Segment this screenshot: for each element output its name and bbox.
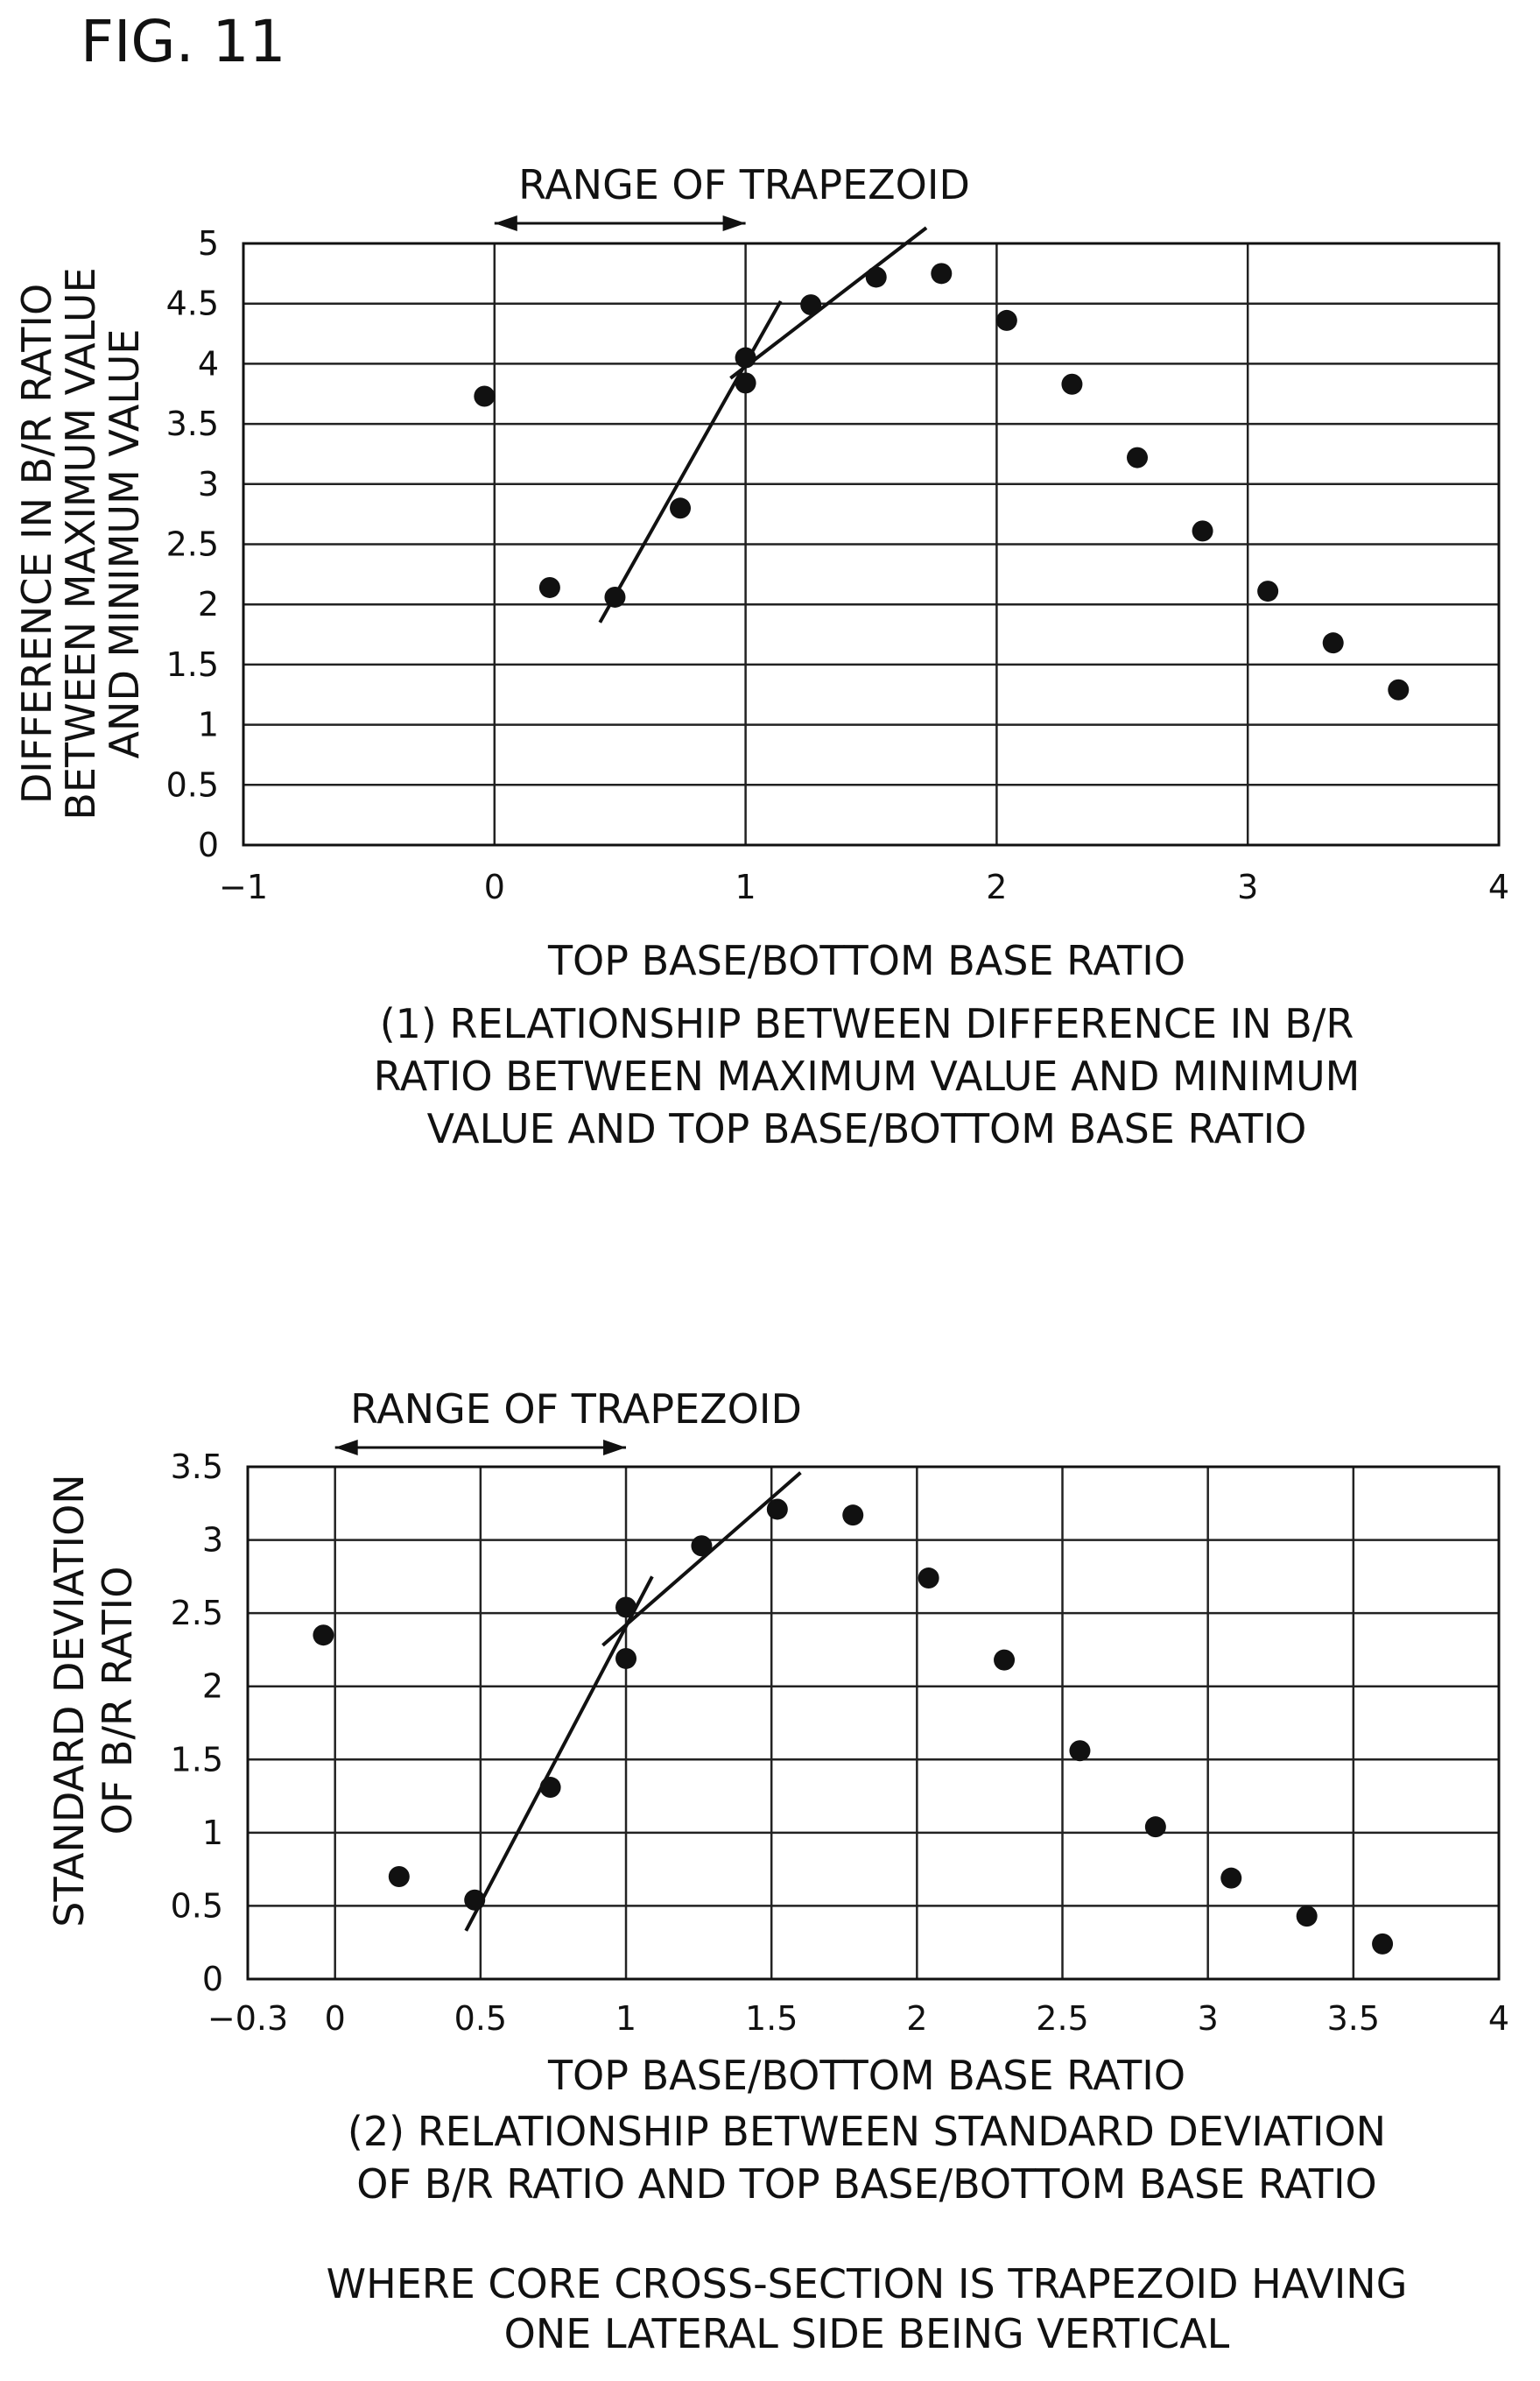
chart-2-x-tick-label: 2: [906, 1999, 927, 2038]
chart-2-y-tick-label: 3.5: [171, 1448, 223, 1486]
chart-1-range-annotation: RANGE OF TRAPEZOID: [518, 161, 970, 208]
chart-1-range-arrow-left-head: [494, 215, 517, 231]
chart-1-caption-line-2: RATIO BETWEEN MAXIMUM VALUE AND MINIMUM: [374, 1053, 1361, 1100]
chart-2-trend-line-1: [464, 1575, 654, 1932]
chart-2-x-axis-title: TOP BASE/BOTTOM BASE RATIO: [547, 2052, 1185, 2099]
chart-2-caption-line-1: (2) RELATIONSHIP BETWEEN STANDARD DEVIAT…: [348, 2108, 1386, 2155]
chart-2-y-tick-label: 3: [202, 1521, 223, 1560]
chart-2-x-tick-label: 3.5: [1327, 1999, 1380, 2038]
chart-1-range-arrow-right-head: [722, 215, 746, 231]
chart-1-data-point: [735, 347, 756, 369]
chart-1-x-tick-label: 2: [986, 868, 1007, 906]
chart-1-y-tick-label: 5: [198, 224, 219, 263]
chart-1-y-tick-label: 4: [198, 344, 219, 383]
footer-line-1: WHERE CORE CROSS-SECTION IS TRAPEZOID HA…: [327, 2260, 1408, 2307]
chart-1-data-point: [1322, 632, 1344, 654]
chart-2-range-annotation: RANGE OF TRAPEZOID: [350, 1385, 802, 1433]
chart-1-trend-line-1: [598, 299, 783, 623]
chart-1-data-point: [538, 576, 560, 598]
chart-2-standard-deviation: 00.511.522.533.5−0.3 0 0.5 1 1.5 2 2.5 3 3.5 4RAN…: [46, 1385, 1509, 2208]
chart-1-y-tick-label: 3: [198, 465, 219, 504]
chart-2-caption-line-2: OF B/R RATIO AND TOP BASE/BOTTOM BASE RA…: [356, 2160, 1376, 2208]
chart-2-y-tick-label: 2.5: [171, 1594, 223, 1632]
chart-2-data-point: [994, 1649, 1016, 1671]
chart-1-data-point: [800, 294, 822, 316]
chart-2-y-tick-label: 0.5: [171, 1886, 223, 1925]
chart-1-caption-line-1: (1) RELATIONSHIP BETWEEN DIFFERENCE IN B…: [380, 1000, 1354, 1047]
chart-1-data-point: [1192, 520, 1213, 542]
chart-2-x-tick-label: 1: [615, 1999, 636, 2038]
chart-2-y-tick-label: 1.5: [171, 1740, 223, 1779]
chart-2-data-point: [1144, 1816, 1166, 1838]
chart-2-range-arrow-left-head: [334, 1440, 358, 1455]
chart-1-y-tick-label: 2.5: [166, 525, 219, 564]
chart-2-range-arrow-right-head: [603, 1440, 627, 1455]
chart-1-y-tick-label: 0: [198, 826, 219, 864]
chart-1-x-axis-title: TOP BASE/BOTTOM BASE RATIO: [547, 937, 1185, 984]
chart-2-plot-frame: [246, 1465, 1501, 1981]
chart-2-y-axis-title-line-2: OF B/R RATIO: [94, 1567, 141, 1835]
chart-1-data-point: [1127, 447, 1149, 468]
chart-1-x-tick-label: −1: [219, 868, 268, 906]
chart-2-data-point: [691, 1535, 713, 1557]
chart-1-y-tick-label: 4.5: [166, 285, 219, 323]
chart-1-x-tick-label: 0: [484, 868, 505, 906]
chart-1-y-tick-label: 1.5: [166, 645, 219, 684]
chart-2-trend-line-2: [601, 1471, 802, 1647]
chart-2-data-point: [842, 1504, 864, 1526]
chart-2-data-point: [615, 1596, 637, 1618]
chart-2-data-point: [1296, 1906, 1318, 1927]
chart-1-data-point: [670, 497, 692, 519]
chart-2-y-tick-label: 1: [202, 1814, 223, 1852]
chart-1-x-tick-label: 1: [735, 868, 756, 906]
chart-2-data-point: [1372, 1933, 1394, 1955]
figure-label: FIG. 11: [81, 8, 286, 75]
chart-2-data-point: [1069, 1740, 1091, 1762]
chart-1-data-point: [1257, 581, 1279, 602]
footer-line-2: ONE LATERAL SIDE BEING VERTICAL: [504, 2310, 1230, 2357]
chart-1-y-tick-label: 1: [198, 706, 219, 744]
chart-2-data-point: [539, 1777, 561, 1799]
chart-1-y-axis-title-line-3: AND MINIMUM VALUE: [101, 329, 148, 759]
chart-1-data-point: [474, 385, 496, 407]
chart-1-y-tick-label: 2: [198, 585, 219, 623]
chart-1-trend-line-2: [729, 226, 928, 380]
chart-2-x-tick-label: −0.3: [207, 1999, 288, 2038]
chart-1-x-tick-label: 3: [1237, 868, 1258, 906]
chart-1-data-point: [995, 309, 1017, 331]
chart-2-x-tick-label: 4: [1488, 1999, 1509, 2038]
chart-1-x-tick-label: 4: [1488, 868, 1509, 906]
chart-1-data-point: [931, 263, 953, 285]
chart-2-data-point: [464, 1889, 486, 1911]
chart-1-data-point: [735, 372, 756, 394]
chart-2-data-point: [313, 1624, 334, 1646]
chart-2-x-tick-label: 3: [1198, 1999, 1219, 2038]
chart-2-y-tick-label: 0: [202, 1960, 223, 1998]
chart-2-data-point: [1220, 1867, 1242, 1889]
chart-2-data-point: [388, 1866, 410, 1887]
chart-2-y-tick-label: 2: [202, 1667, 223, 1706]
chart-1-caption-line-3: VALUE AND TOP BASE/BOTTOM BASE RATIO: [427, 1105, 1307, 1152]
chart-1-data-point: [1388, 679, 1410, 701]
chart-2-data-point: [615, 1647, 637, 1669]
chart-2-data-point: [918, 1567, 939, 1589]
chart-1-data-point: [865, 266, 887, 288]
chart-2-y-axis-title-line-1: STANDARD DEVIATION: [46, 1474, 93, 1927]
chart-1-y-tick-label: 0.5: [166, 765, 219, 804]
chart-1-y-axis-title-line-1: DIFFERENCE IN B/R RATIO: [13, 284, 60, 804]
chart-1-plot-frame: [242, 242, 1501, 847]
chart-2-x-tick-label: 2.5: [1036, 1999, 1088, 2038]
chart-2-data-point: [766, 1498, 788, 1520]
chart-2-x-tick-label: 0.5: [454, 1999, 507, 2038]
chart-1-y-tick-label: 3.5: [166, 405, 219, 443]
chart-2-x-tick-label: 1.5: [745, 1999, 798, 2038]
chart-1-y-axis-title-line-2: BETWEEN MAXIMUM VALUE: [57, 267, 104, 820]
chart-1-data-point: [1061, 373, 1083, 395]
chart-1-data-point: [604, 586, 626, 608]
chart-2-x-tick-label: 0: [325, 1999, 346, 2038]
